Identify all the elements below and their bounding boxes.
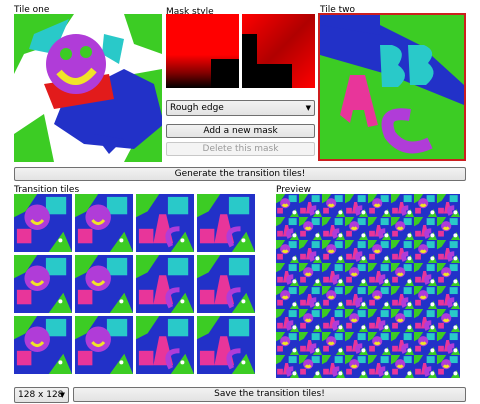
preview-tile	[345, 240, 368, 263]
preview-tile	[276, 217, 299, 240]
preview-tile	[368, 194, 391, 217]
preview-tile	[391, 194, 414, 217]
tile-two-image[interactable]	[318, 13, 466, 161]
transition-tile	[75, 255, 133, 313]
preview-tile	[276, 194, 299, 217]
add-mask-button[interactable]: Add a new mask	[166, 124, 315, 138]
preview-tile	[391, 217, 414, 240]
preview-tile	[414, 332, 437, 355]
preview-tile	[276, 240, 299, 263]
mask-style-label: Mask style	[166, 7, 214, 17]
preview-tile	[345, 332, 368, 355]
preview-tile	[299, 286, 322, 309]
preview-tile	[345, 286, 368, 309]
mask-style-value: Rough edge	[170, 103, 224, 113]
preview-tile	[345, 217, 368, 240]
preview-tile	[345, 194, 368, 217]
preview-tile	[322, 194, 345, 217]
preview-tile	[437, 286, 460, 309]
mask-preview-right[interactable]	[242, 14, 315, 88]
preview-tile	[322, 355, 345, 378]
preview-tile	[391, 286, 414, 309]
preview-tile	[391, 240, 414, 263]
preview-tile	[437, 240, 460, 263]
preview-tile	[276, 286, 299, 309]
transition-tile	[196, 194, 255, 252]
preview-tile	[345, 355, 368, 378]
tile-one-image[interactable]	[14, 14, 162, 162]
preview-tile	[299, 332, 322, 355]
preview-tile	[276, 355, 299, 378]
tile-size-dropdown[interactable]: 128 x 128 ▼	[14, 387, 69, 403]
preview-tile	[414, 263, 437, 286]
preview-tile	[414, 217, 437, 240]
preview-tile	[345, 309, 368, 332]
mask-preview-left[interactable]	[166, 14, 239, 88]
transition-tile	[136, 255, 194, 313]
preview-tile	[437, 332, 460, 355]
chevron-down-icon: ▼	[59, 391, 65, 399]
preview-tile	[276, 309, 299, 332]
transition-tile	[14, 194, 72, 252]
preview-tile	[414, 355, 437, 378]
transition-tile	[75, 316, 133, 374]
chevron-down-icon: ▼	[305, 104, 311, 112]
transition-tile	[14, 316, 72, 374]
preview-tile	[368, 240, 391, 263]
preview-tile	[391, 309, 414, 332]
transition-tiles-label: Transition tiles	[14, 185, 80, 195]
tile-two-label: Tile two	[320, 5, 356, 15]
transition-tile	[14, 255, 72, 313]
preview-tile	[414, 309, 437, 332]
save-transition-tiles-button[interactable]: Save the transition tiles!	[73, 387, 466, 402]
preview-tile	[322, 286, 345, 309]
preview-tile	[437, 263, 460, 286]
tile-one-label: Tile one	[14, 5, 50, 15]
preview-tile	[391, 263, 414, 286]
preview-tile	[368, 355, 391, 378]
preview-tile	[299, 263, 322, 286]
transition-tile	[136, 194, 194, 252]
preview-tile	[322, 309, 345, 332]
tile-size-value: 128 x 128	[18, 390, 64, 400]
preview-tile	[322, 240, 345, 263]
preview-tile	[276, 332, 299, 355]
transition-tiles-grid[interactable]	[14, 194, 258, 378]
preview-tile	[368, 286, 391, 309]
preview-tile	[299, 217, 322, 240]
preview-tile	[299, 194, 322, 217]
preview-tile	[414, 194, 437, 217]
preview-tile	[368, 263, 391, 286]
transition-tile	[196, 255, 255, 313]
preview-tile	[322, 217, 345, 240]
preview-tile	[391, 355, 414, 378]
preview-tile	[437, 217, 460, 240]
preview-tile	[345, 263, 368, 286]
preview-tile	[276, 263, 299, 286]
preview-tile	[437, 355, 460, 378]
preview-tile	[368, 332, 391, 355]
preview-image[interactable]	[276, 194, 460, 378]
preview-tile	[322, 332, 345, 355]
preview-tile	[414, 240, 437, 263]
preview-tile	[437, 194, 460, 217]
preview-tile	[299, 309, 322, 332]
preview-tile	[322, 263, 345, 286]
preview-tile	[437, 309, 460, 332]
preview-label: Preview	[276, 185, 312, 195]
preview-tile	[414, 286, 437, 309]
delete-mask-button[interactable]: Delete this mask	[166, 142, 315, 156]
preview-tile	[391, 332, 414, 355]
preview-tile	[299, 240, 322, 263]
transition-tile	[196, 316, 255, 374]
preview-tile	[368, 309, 391, 332]
transition-tile	[75, 194, 133, 252]
generate-transition-tiles-button[interactable]: Generate the transition tiles!	[14, 167, 466, 181]
preview-tile	[299, 355, 322, 378]
mask-style-dropdown[interactable]: Rough edge ▼	[166, 100, 315, 116]
transition-tile	[136, 316, 194, 374]
preview-tile	[368, 217, 391, 240]
